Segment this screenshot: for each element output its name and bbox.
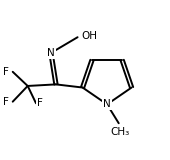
Text: F: F <box>3 67 8 77</box>
Text: F: F <box>3 97 8 107</box>
Text: N: N <box>47 48 55 58</box>
Text: OH: OH <box>82 31 98 41</box>
Text: F: F <box>37 98 43 108</box>
Text: CH₃: CH₃ <box>111 127 130 137</box>
Text: N: N <box>103 99 111 109</box>
